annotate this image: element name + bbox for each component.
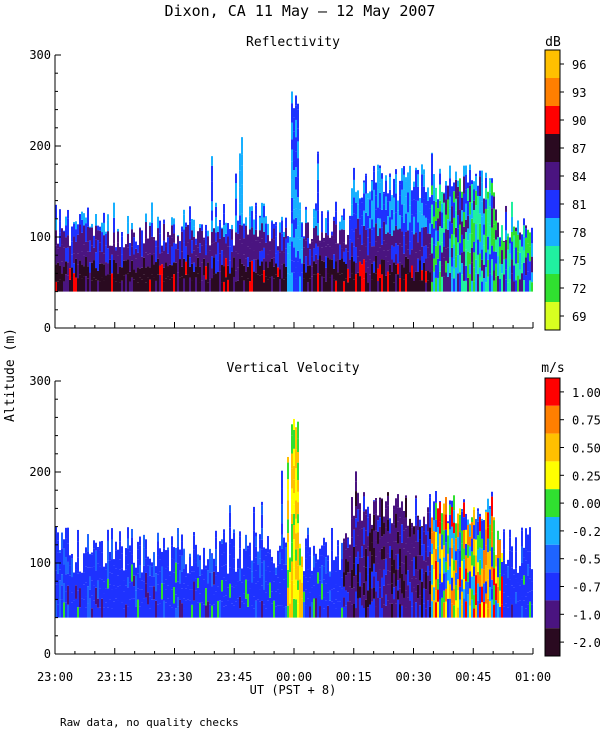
x-tick-label: 23:30 [156,670,192,684]
colorbar-swatch [545,246,560,274]
colorbar-label: 0.25 [572,469,600,483]
colorbar-label: 69 [572,310,586,324]
y-tick-label: 300 [29,48,51,62]
y-tick-label: 300 [29,374,51,388]
colorbar-swatch [545,572,560,601]
colorbar-swatch [545,628,560,656]
colorbar-label: 93 [572,86,586,100]
colorbar-label: 0.50 [572,442,600,456]
reflectivity-units: dB [545,35,561,50]
y-tick-label: 0 [44,647,51,661]
velocity-colorbar: 1.00 0.75 0.50 0.25 0.00 -0.25 -0.50 -0.75 -1.00… [544,377,600,657]
colorbar-swatch [545,218,560,246]
colorbar-label: 75 [572,254,586,268]
x-tick-label: 00:45 [455,670,491,684]
colorbar-swatch [545,517,560,545]
colorbar-swatch [545,134,560,162]
colorbar-label: 1.00 [572,386,600,400]
colorbar-swatch [545,78,560,106]
colorbar-swatch [545,433,560,462]
velocity-units: m/s [541,361,564,376]
velocity-title: Vertical Velocity [226,361,359,376]
x-tick-label: 23:45 [216,670,252,684]
radar-field [55,91,533,292]
colorbar-label: -0.75 [572,581,600,595]
colorbar-swatch [545,50,560,78]
colorbar-swatch [545,106,560,134]
colorbar-swatch [545,489,560,517]
colorbar-swatch [545,378,560,406]
colorbar-label: 0.00 [572,497,600,511]
y-tick-label: 200 [29,465,51,479]
reflectivity-plot-area: 0 100 200 300 [29,48,534,335]
radar-field [55,418,533,618]
x-tick-label: 00:15 [336,670,372,684]
colorbar-swatch [545,190,560,218]
colorbar-label: 84 [572,170,586,184]
colorbar-label: 78 [572,226,586,240]
colorbar-label: 72 [572,282,586,296]
x-tick-label: 00:30 [395,670,431,684]
x-tick-label: 01:00 [515,670,551,684]
colorbar-label: 96 [572,58,586,72]
colorbar-label: 0.75 [572,414,600,428]
colorbar-label: -1.00 [572,608,600,622]
colorbar-label: 87 [572,142,586,156]
x-tick-label: 23:15 [97,670,133,684]
colorbar-swatch [545,405,560,434]
colorbar-swatch [545,600,560,629]
reflectivity-panel: Reflectivity dB 0 100 200 300 96 93 90 87 84 81 7… [29,35,586,335]
colorbar-label: -2.00 [572,636,600,650]
velocity-panel: Vertical Velocity m/s 0 100 200 300 23:00 23:… [29,361,600,684]
footnote: Raw data, no quality checks [60,716,239,729]
colorbar-label: 90 [572,114,586,128]
colorbar-swatch [545,274,560,302]
x-tick-label: 00:00 [276,670,312,684]
colorbar-label: -0.50 [572,553,600,567]
y-axis-label: Altitude (m) [3,328,18,422]
velocity-plot-area: 0 100 200 300 23:00 23:15 23:30 23:45 00:00 00:15… [29,374,551,684]
colorbar-frame [544,377,561,657]
colorbar-swatch [545,302,560,330]
y-tick-label: 200 [29,139,51,153]
colorbar-swatch [545,461,560,490]
colorbar-frame [544,49,561,331]
reflectivity-colorbar: 96 93 90 87 84 81 78 75 72 69 [544,49,586,331]
colorbar-label: 81 [572,198,586,212]
y-tick-label: 0 [44,321,51,335]
y-tick-label: 100 [29,230,51,244]
x-axis-label: UT (PST + 8) [250,683,337,697]
colorbar-swatch [545,544,560,573]
x-tick-label: 23:00 [37,670,73,684]
colorbar-swatch [545,162,560,190]
y-tick-label: 100 [29,556,51,570]
figure-title: Dixon, CA 11 May – 12 May 2007 [165,2,436,20]
reflectivity-title: Reflectivity [246,35,340,50]
colorbar-label: -0.25 [572,525,600,539]
